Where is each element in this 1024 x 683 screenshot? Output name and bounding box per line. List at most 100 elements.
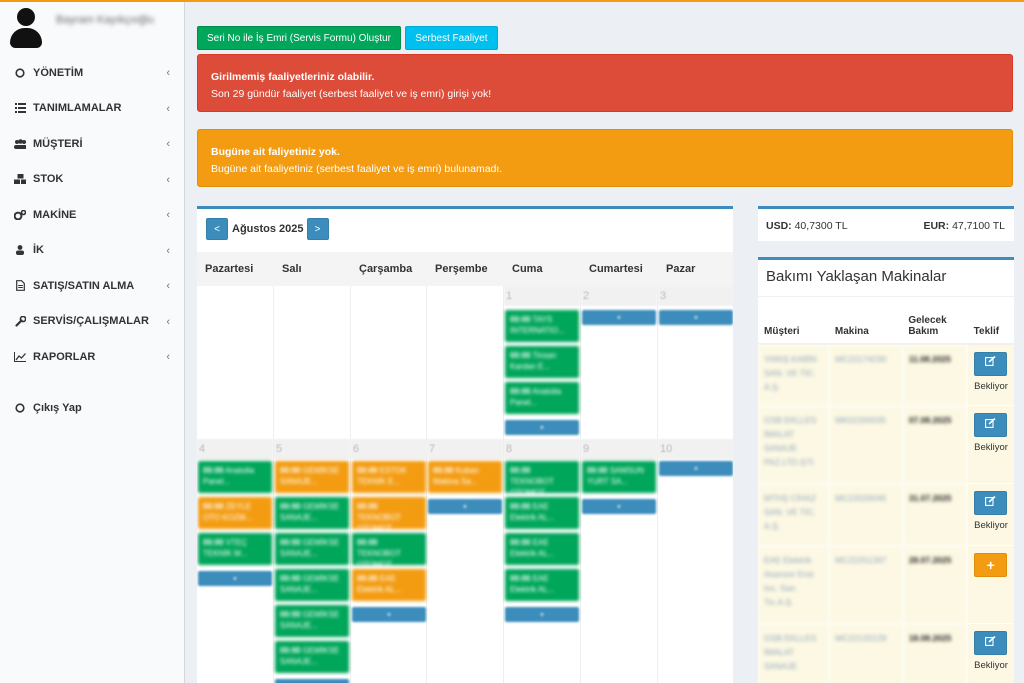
event-title: EAE Elektrik AL...: [357, 574, 402, 594]
show-more-button[interactable]: +: [428, 499, 502, 514]
wrench-icon: [14, 315, 26, 327]
show-more-button[interactable]: +: [582, 310, 656, 325]
calendar-event[interactable]: 00:00 EAE Elektrik AL...: [352, 569, 426, 601]
offer-cell: Bekliyor: [967, 483, 1014, 546]
calendar-event[interactable]: 00:00 EAE Elektrik AL...: [505, 497, 579, 529]
calendar-event[interactable]: 00:00 ESTOK TEKNİK E...: [352, 461, 426, 493]
logout-link[interactable]: Çıkış Yap: [0, 391, 185, 427]
event-time: 00:00: [280, 502, 301, 511]
calendar-event[interactable]: 00:00 GEMİKSE SANAJE...: [275, 641, 349, 673]
sidebar-item-label: MÜŞTERİ: [33, 137, 83, 150]
logout-label: Çıkış Yap: [33, 402, 82, 415]
next-month-button[interactable]: >: [306, 218, 329, 240]
free-activity-button[interactable]: Serbest Faaliyet: [405, 26, 498, 50]
show-more-button[interactable]: +: [582, 499, 656, 514]
sidebar-item-label: YÖNETİM: [33, 66, 84, 79]
table-header-row: Müşteri Makina Gelecek Bakım Teklif: [758, 296, 1014, 345]
show-more-button[interactable]: +: [352, 607, 426, 622]
serial-work-order-button[interactable]: Seri No ile İş Emri (Servis Formu) Oluşt…: [197, 26, 401, 50]
sidebar-item-ik[interactable]: İK ‹: [0, 233, 185, 269]
day-number: 7: [427, 439, 503, 459]
edit-offer-button[interactable]: [974, 351, 1008, 376]
cubes-icon: [14, 173, 26, 185]
calendar-event[interactable]: 00:00 Anatolia Panel...: [505, 382, 579, 414]
calendar-event[interactable]: 00:00 Anatolia Panel...: [198, 461, 272, 493]
show-more-button[interactable]: +: [198, 571, 272, 586]
event-title: TAYS INTERNATIO...: [510, 315, 565, 335]
calendar-event[interactable]: 00:00 TEKNOBOT OTOMOT...: [352, 497, 426, 529]
sidebar-item-label: SERVİS/ÇALIŞMALAR: [33, 315, 149, 328]
event-time: 00:00: [203, 502, 224, 511]
action-toolbar: Seri No ile İş Emri (Servis Formu) Oluşt…: [197, 26, 499, 50]
sidebar-item-yonetim[interactable]: YÖNETİM ‹: [0, 55, 185, 91]
sidebar-item-tanimlamalar[interactable]: TANIMLAMALAR ‹: [0, 91, 185, 127]
sidebar-menu: YÖNETİM ‹ TANIMLAMALAR ‹ MÜŞTERİ ‹ STOK …: [0, 55, 185, 426]
add-offer-button[interactable]: +: [974, 553, 1008, 577]
sidebar-item-stok[interactable]: STOK ‹: [0, 162, 185, 198]
usd-value: 40,7300 TL: [794, 220, 848, 232]
customer-cell: MTHŞ CİHAZ SAN. VE TİC. A.Ş.: [758, 483, 829, 546]
next-maintenance-cell: 18.08.2025: [901, 623, 968, 683]
calendar-event[interactable]: 00:00 GEMİKSE SANAJE...: [275, 569, 349, 601]
sidebar-item-label: İK: [33, 244, 44, 257]
next-maintenance-cell: 07.08.2025: [901, 405, 968, 484]
user-avatar-icon: [10, 8, 42, 48]
event-time: 00:00: [510, 315, 531, 324]
sidebar-item-satis[interactable]: SATIŞ/SATIN ALMA ‹: [0, 268, 185, 304]
sidebar-item-raporlar[interactable]: RAPORLAR ‹: [0, 339, 185, 375]
day-number: 5: [274, 439, 350, 459]
chevron-left-icon: ‹: [166, 209, 170, 221]
event-time: 00:00: [587, 466, 608, 475]
prev-month-button[interactable]: <: [206, 218, 228, 240]
calendar-event[interactable]: 00:00 GEMİKSE SANAJE...: [275, 605, 349, 637]
show-more-button[interactable]: +: [659, 461, 733, 476]
edit-offer-button[interactable]: [974, 491, 1008, 515]
machine-cell: MK02200035: [828, 405, 903, 484]
calendar-event[interactable]: 00:00 GEMİKSE SANAJE...: [275, 533, 349, 565]
calendar-event[interactable]: 00:00 Kuban Makina Sa...: [428, 461, 502, 493]
event-time: 00:00: [280, 610, 301, 619]
event-time: 00:00: [280, 574, 301, 583]
table-row: EAE Elektrik Asansor End. Inc. San. Tic.…: [758, 545, 1014, 624]
show-more-button[interactable]: +: [505, 420, 579, 435]
circle-icon: [14, 402, 26, 414]
calendar-event[interactable]: 00:00 TAYS INTERNATIO...: [505, 310, 579, 342]
next-maintenance-cell: 28.07.2025: [901, 545, 968, 624]
calendar-event[interactable]: 00:00 SAMSUN YURT SA...: [582, 461, 656, 493]
edit-offer-button[interactable]: [974, 413, 1008, 437]
file-icon: [14, 280, 26, 292]
weekday-header-row: Pazartesi Salı Çarşamba Perşembe Cuma Cumarte…: [197, 252, 733, 286]
eur-value: 47,7100 TL: [952, 220, 1005, 232]
event-time: 00:00: [203, 538, 224, 547]
maintenance-table: Müşteri Makina Gelecek Bakım Teklif YARI…: [758, 296, 1014, 683]
sidebar-item-musteri[interactable]: MÜŞTERİ ‹: [0, 126, 185, 162]
alert-text: Bugüne ait faaliyetiniz (serbest faaliye…: [211, 163, 503, 175]
calendar-event[interactable]: 00:00 TEKNOBOT OTOMOT...: [505, 461, 579, 493]
show-more-button[interactable]: +: [505, 607, 579, 622]
event-time: 00:00: [357, 466, 378, 475]
calendar-event[interactable]: 00:00 EAE Elektrik AL...: [505, 569, 579, 601]
edit-offer-button[interactable]: [974, 631, 1008, 655]
usd-rate: USD: 40,7300 TL: [766, 220, 848, 232]
customer-cell: GSB EKLLES İMALAT SANAJE: [758, 623, 829, 683]
missing-activity-alert: Girilmemiş faaliyetleriniz olabilir. Son…: [197, 54, 1013, 112]
calendar-nav: < Ağustos 2025 >: [206, 218, 329, 240]
calendar-event[interactable]: 00:00 VTEÇ TEKNİK M...: [198, 533, 272, 565]
event-time: 00:00: [280, 466, 301, 475]
chevron-left-icon: ‹: [166, 244, 170, 257]
calendar-event[interactable]: 00:00 Tinsan Kardan E...: [505, 346, 579, 378]
show-more-button[interactable]: +: [659, 310, 733, 325]
calendar-event[interactable]: 00:00 TEKNOBOT OTOMOT...: [352, 533, 426, 565]
calendar-event[interactable]: 00:00 GEMİKSE SANAJE...: [275, 497, 349, 529]
calendar-event[interactable]: 00:00 GEMİKSE SANAJE...: [275, 461, 349, 493]
calendar-event[interactable]: 00:00 ZEYLE OTO KOZM...: [198, 497, 272, 529]
sidebar: Bayram Kayıkçıoğlu YÖNETİM ‹ TANIMLAMALA…: [0, 2, 185, 683]
eur-label: EUR:: [923, 220, 950, 232]
sidebar-item-makine[interactable]: MAKİNE ‹: [0, 197, 185, 233]
event-title: EAE Elektrik AL...: [510, 538, 555, 558]
event-time: 00:00: [203, 466, 224, 475]
event-time: 00:00: [280, 646, 301, 655]
show-more-button[interactable]: +: [275, 679, 349, 683]
sidebar-item-servis[interactable]: SERVİS/ÇALIŞMALAR ‹: [0, 304, 185, 340]
calendar-event[interactable]: 00:00 EAE Elektrik AL...: [505, 533, 579, 565]
